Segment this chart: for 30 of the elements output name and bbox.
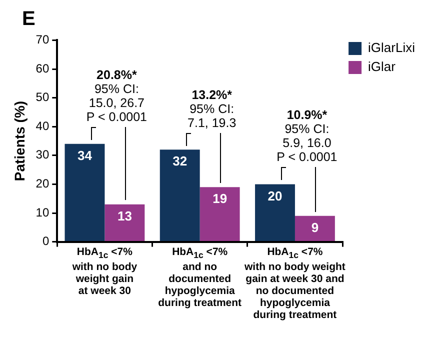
data-label: 19 [212,191,228,206]
x-tick-label: HbA$_{1c}$ <7% with no body weight gain at week 30 and no documented hypoglycemia during treatment [244,246,346,321]
bar [64,144,105,242]
bar [160,150,200,242]
data-label: 34 [78,148,93,163]
annotation: 20.8%* 95% CI: 15.0, 26.7 P < 0.0001 [85,68,148,124]
bar [200,187,240,242]
y-axis-title: Patients (%) [11,100,28,182]
annotation: 10.9%* 95% CI: 5.9, 16.0 P < 0.0001 [276,108,338,164]
bar [104,204,145,242]
y-tick-label: 20 [36,176,50,191]
data-label: 32 [172,154,188,169]
y-tick-label: 10 [36,205,50,220]
data-label: 9 [311,220,319,235]
y-tick-label: 50 [36,90,50,104]
bar [255,184,295,242]
data-label: 13 [117,208,132,224]
y-tick-label: 0 [42,234,50,248]
x-tick-label: HbA$_{1c}$ <7% with no body weight gain at week 30 [72,246,138,297]
annotation: 13.2%* 95% CI: 7.1, 19.3 [186,88,238,130]
legend-label: iGlar [368,59,396,74]
y-tick-label: 30 [36,148,50,162]
y-tick-label: 70 [36,32,50,47]
data-label: 20 [268,188,282,204]
bar [294,216,335,242]
x-tick-label: HbA$_{1c}$ <7% and no documented hypoglycemia during treatment [158,246,242,309]
legend-label: iGlarLixi [368,40,416,56]
y-tick-label: 40 [36,118,50,133]
y-tick-label: 60 [36,61,50,76]
chart-title: E [22,8,36,30]
